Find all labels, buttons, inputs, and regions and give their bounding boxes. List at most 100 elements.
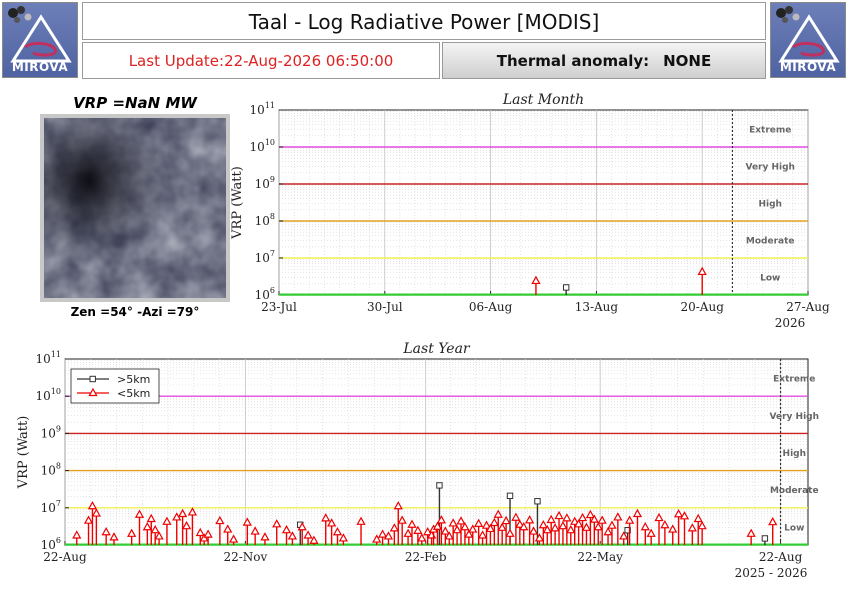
data-point-triangle xyxy=(501,515,511,525)
data-point-triangle xyxy=(87,501,98,510)
data-point-square xyxy=(562,284,570,291)
data-point-triangle xyxy=(607,520,617,529)
thumbnail-title: VRP =NaN MW xyxy=(73,94,197,112)
data-point-triangle xyxy=(162,516,172,525)
y-tick-label: 109 xyxy=(41,424,61,440)
data-point-triangle xyxy=(593,522,603,531)
data-point-triangle xyxy=(546,514,556,524)
data-point-triangle xyxy=(142,522,152,531)
level-label: Extreme xyxy=(749,126,791,136)
chart-title: Last Month xyxy=(502,92,584,108)
x-tick-label: 22-May xyxy=(577,550,623,564)
data-point-triangle xyxy=(187,507,198,516)
data-point-triangle xyxy=(403,528,413,537)
data-point-triangle xyxy=(228,534,239,543)
data-point-triangle xyxy=(436,515,447,524)
mirova-logo-right: MIROVA xyxy=(770,2,846,78)
data-point-triangle xyxy=(534,533,545,542)
y-tick-label: 108 xyxy=(255,212,275,228)
data-point-triangle xyxy=(525,515,535,524)
data-point-triangle xyxy=(515,519,525,528)
x-tick-label: 20-Aug xyxy=(680,300,724,314)
data-point-square xyxy=(534,498,541,505)
data-point-triangle xyxy=(423,527,433,536)
data-point-triangle xyxy=(250,526,260,535)
data-point-triangle xyxy=(624,515,635,524)
y-tick-label: 1011 xyxy=(250,101,275,117)
data-point-triangle xyxy=(272,519,282,528)
data-point-triangle xyxy=(456,516,466,525)
data-point-triangle xyxy=(554,510,564,520)
data-point-triangle xyxy=(474,518,484,527)
data-point-triangle xyxy=(668,524,678,533)
x-tick-label: 22-Feb xyxy=(405,550,447,564)
chart-legend: >5km<5km xyxy=(70,368,160,404)
data-point-triangle xyxy=(440,526,450,535)
thermal-anomaly-status: Thermal anomaly: NONE xyxy=(442,42,766,79)
data-point-triangle xyxy=(417,533,427,542)
data-point-triangle xyxy=(338,533,348,542)
x-tick-label: 06-Aug xyxy=(469,300,513,314)
data-point-triangle xyxy=(497,522,507,531)
data-point-triangle xyxy=(660,519,670,529)
logo-text: MIROVA xyxy=(11,60,69,74)
data-point-triangle xyxy=(558,520,568,530)
data-point-triangle xyxy=(150,524,160,534)
x-tick-label: 30-Jul xyxy=(367,300,403,314)
legend-box xyxy=(70,368,160,404)
data-point-triangle xyxy=(260,532,270,541)
data-point-triangle xyxy=(632,508,643,518)
x-tick-label: 27-Aug xyxy=(786,300,830,314)
data-point-triangle xyxy=(679,511,690,520)
data-point-triangle xyxy=(223,524,233,533)
data-point-triangle xyxy=(505,528,515,537)
x-tick-label: 23-Jul xyxy=(261,300,297,314)
data-point-triangle xyxy=(397,515,407,524)
data-point-triangle xyxy=(448,518,458,527)
data-point-triangle xyxy=(477,530,488,539)
data-point-triangle xyxy=(134,509,145,518)
data-point-triangle xyxy=(393,501,403,510)
mirova-logo-left: MIROVA xyxy=(2,2,78,78)
plot-area xyxy=(278,109,809,296)
data-point-triangle xyxy=(673,509,684,518)
level-label: Moderate xyxy=(746,237,795,247)
y-axis-label: VRP (Watt) xyxy=(230,166,245,240)
series-near xyxy=(531,266,707,295)
data-point-square xyxy=(624,526,631,534)
data-point-triangle xyxy=(570,516,580,525)
data-point-square xyxy=(506,492,514,500)
data-point-triangle xyxy=(603,527,613,536)
data-point-triangle xyxy=(519,522,529,531)
data-point-triangle xyxy=(619,531,629,540)
data-point-square xyxy=(761,535,769,542)
y-tick-label: 107 xyxy=(41,499,61,515)
data-point-triangle xyxy=(654,512,664,522)
data-point-triangle xyxy=(83,515,94,524)
logo-text: MIROVA xyxy=(779,60,837,74)
data-point-triangle xyxy=(181,520,192,530)
legend-marker-triangle xyxy=(88,387,98,397)
data-point-triangle xyxy=(281,524,292,534)
data-point-triangle xyxy=(383,531,394,540)
data-point-triangle xyxy=(538,519,548,529)
data-point-triangle xyxy=(215,515,225,525)
data-point-triangle xyxy=(389,523,399,532)
data-point-triangle xyxy=(356,516,366,525)
data-point-triangle xyxy=(542,524,552,534)
data-point-triangle xyxy=(432,521,443,530)
data-point-triangle xyxy=(597,515,607,524)
data-point-triangle xyxy=(531,275,541,285)
legend-marker-square xyxy=(89,375,96,383)
thermal-thumbnail-image xyxy=(40,114,230,302)
data-point-square xyxy=(436,482,443,489)
data-point-triangle xyxy=(566,524,576,534)
data-point-triangle xyxy=(321,513,331,522)
data-point-triangle xyxy=(195,527,205,537)
level-label: Low xyxy=(784,523,804,533)
data-point-triangle xyxy=(589,514,599,523)
data-point-triangle xyxy=(485,523,496,533)
thermal-anomaly-label: Thermal anomaly: xyxy=(496,52,650,70)
x-year-label: 2026 xyxy=(775,316,806,330)
x-tick-label: 13-Aug xyxy=(575,300,619,314)
